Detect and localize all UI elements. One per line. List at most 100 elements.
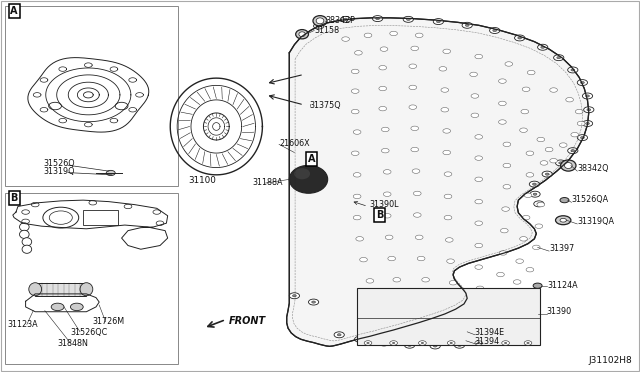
Circle shape [584,107,594,113]
Circle shape [493,29,497,32]
Circle shape [433,345,437,347]
Circle shape [533,193,537,195]
Text: 31397: 31397 [549,244,574,253]
Circle shape [542,171,552,177]
Circle shape [537,203,541,205]
Circle shape [526,267,534,272]
Circle shape [441,108,449,112]
Circle shape [458,344,461,346]
Bar [357,288,540,345]
Circle shape [521,109,529,114]
Circle shape [379,340,389,346]
Circle shape [385,235,393,240]
Circle shape [403,16,413,22]
Circle shape [524,341,532,345]
Bar [35,283,86,296]
Text: 38342Q: 38342Q [577,164,609,173]
Circle shape [409,105,417,109]
Circle shape [471,94,479,98]
Circle shape [522,87,530,92]
Circle shape [462,22,472,28]
Circle shape [422,278,429,282]
Circle shape [355,51,362,55]
Circle shape [534,201,544,207]
Polygon shape [287,18,589,346]
Circle shape [503,142,511,147]
Circle shape [344,18,348,20]
Bar [5,193,178,364]
Circle shape [475,221,483,225]
Circle shape [444,215,452,220]
Circle shape [533,283,542,288]
Circle shape [577,121,585,126]
Circle shape [475,54,483,59]
Circle shape [527,342,529,344]
Circle shape [411,46,419,51]
Circle shape [358,338,362,340]
Circle shape [527,70,535,75]
Circle shape [490,28,500,33]
Circle shape [568,67,578,73]
Text: 31848N: 31848N [58,339,88,348]
Circle shape [31,202,39,207]
Circle shape [476,286,484,291]
Ellipse shape [561,160,576,171]
Text: 31526Q: 31526Q [44,159,75,168]
Text: 31124A: 31124A [547,281,578,290]
Circle shape [408,344,412,346]
Circle shape [502,341,509,345]
Circle shape [582,121,593,126]
Circle shape [577,135,588,141]
Text: 38342P: 38342P [325,16,355,25]
Circle shape [51,303,64,311]
Circle shape [529,181,540,187]
Circle shape [550,88,557,92]
Circle shape [383,192,391,196]
Circle shape [379,86,387,91]
Circle shape [430,343,440,349]
Bar [83,210,118,225]
Circle shape [342,37,349,41]
Circle shape [411,147,419,152]
Text: 31390: 31390 [547,307,572,316]
Circle shape [364,33,372,38]
Circle shape [556,160,566,166]
Circle shape [577,80,588,86]
Circle shape [470,72,477,77]
Circle shape [556,216,571,225]
Circle shape [554,55,564,61]
Circle shape [499,101,506,106]
Circle shape [351,89,359,93]
Circle shape [49,102,61,110]
Circle shape [372,16,383,22]
Circle shape [419,341,426,345]
Ellipse shape [289,165,328,193]
Circle shape [156,221,164,225]
Circle shape [367,342,369,344]
Circle shape [522,215,530,220]
Circle shape [580,81,584,84]
Circle shape [366,279,374,283]
Circle shape [392,342,395,344]
Text: FRONT: FRONT [229,317,266,326]
Circle shape [526,173,534,177]
Ellipse shape [19,230,29,238]
Text: 31526QA: 31526QA [572,195,609,204]
Circle shape [374,299,381,304]
Circle shape [351,151,359,155]
Circle shape [379,106,387,111]
Circle shape [382,342,386,344]
Circle shape [475,177,483,182]
Circle shape [580,137,584,139]
Ellipse shape [22,238,32,246]
Circle shape [390,341,397,345]
Circle shape [568,148,578,154]
Text: J31102H8: J31102H8 [589,356,632,365]
Circle shape [393,278,401,282]
Circle shape [380,47,388,51]
Circle shape [471,113,479,118]
Circle shape [465,24,469,26]
Circle shape [582,93,593,99]
Circle shape [411,126,419,131]
Circle shape [381,148,389,153]
